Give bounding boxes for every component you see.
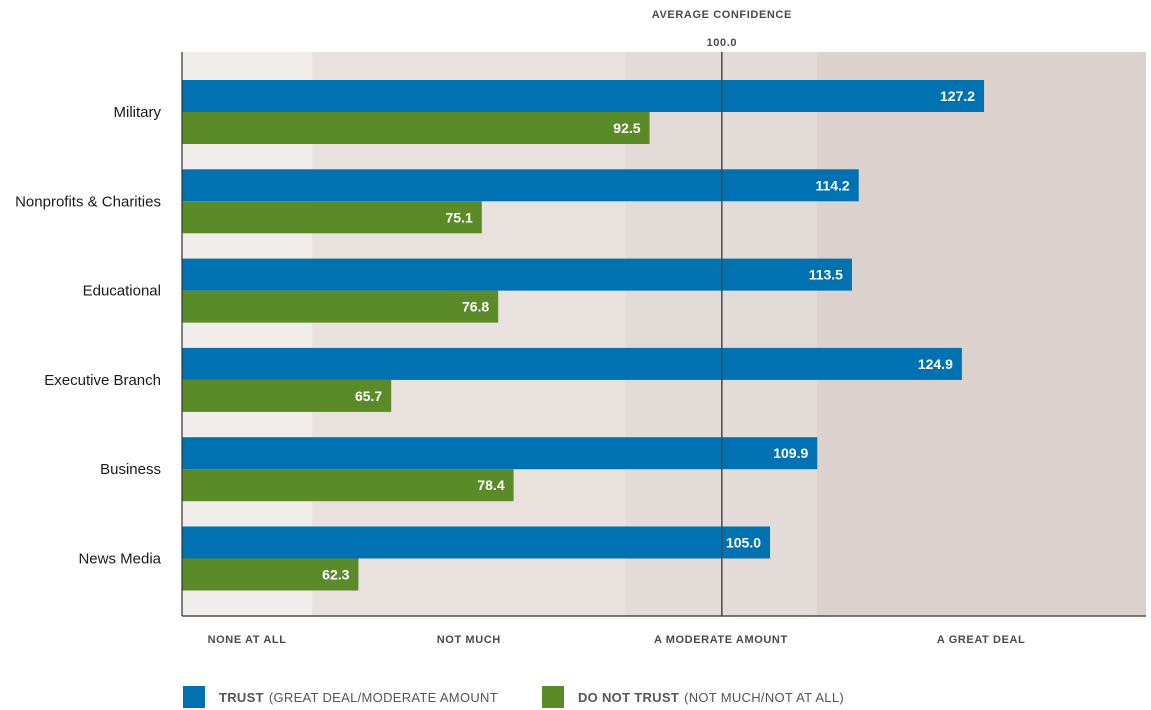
value-label-trust-4: 109.9 <box>773 445 808 461</box>
reference-line-title: AVERAGE CONFIDENCE <box>652 9 792 21</box>
bar-trust-1 <box>182 169 859 202</box>
value-label-distrust-5: 62.3 <box>322 567 349 583</box>
category-label-5: News Media <box>78 551 161 568</box>
bar-trust-4 <box>182 437 818 470</box>
value-label-distrust-4: 78.4 <box>477 477 504 493</box>
band-label-3: A GREAT DEAL <box>937 634 1025 646</box>
category-label-2: Educational <box>83 283 161 300</box>
value-label-distrust-1: 75.1 <box>446 209 473 225</box>
bar-trust-5 <box>182 526 771 559</box>
value-label-trust-5: 105.0 <box>726 535 761 551</box>
reference-line-value: 100.0 <box>707 37 738 49</box>
legend: TRUST (GREAT DEAL/MODERATE AMOUNT DO NOT… <box>183 686 888 708</box>
value-label-trust-1: 114.2 <box>815 177 849 193</box>
value-label-trust-2: 113.5 <box>809 267 843 283</box>
band-0 <box>182 52 313 616</box>
band-label-2: A MODERATE AMOUNT <box>654 634 788 646</box>
band-3 <box>816 52 1146 616</box>
category-label-1: Nonprofits & Charities <box>15 193 161 210</box>
value-labels: 127.2 92.5 114.2 75.1 113.5 76.8 124.9 65.7 109.… <box>322 88 975 583</box>
bar-trust-3 <box>182 347 962 380</box>
category-label-0: Military <box>114 104 162 121</box>
value-label-distrust-2: 76.8 <box>462 299 489 315</box>
band-2 <box>625 52 817 616</box>
legend-distrust-bold: DO NOT TRUST <box>577 689 680 705</box>
legend-trust-rest: (GREAT DEAL/MODERATE AMOUNT <box>268 689 498 705</box>
bar-trust-0 <box>182 80 985 112</box>
bar-distrust-4 <box>182 469 514 502</box>
legend-item-trust: TRUST (GREAT DEAL/MODERATE AMOUNT <box>183 686 498 708</box>
category-labels: Military Nonprofits & Charities Educationa… <box>15 104 162 568</box>
value-label-trust-0: 127.2 <box>940 88 975 104</box>
confidence-bar-chart: NONE AT ALL NOT MUCH A MODERATE AMOUNT A GR… <box>15 9 1146 646</box>
bar-distrust-2 <box>182 290 499 323</box>
bar-distrust-1 <box>182 201 482 234</box>
category-label-3: Executive Branch <box>44 372 161 389</box>
value-label-distrust-0: 92.5 <box>613 120 640 136</box>
band-1 <box>312 52 626 616</box>
legend-swatch-distrust <box>541 686 564 708</box>
legend-distrust-rest: (NOT MUCH/NOT AT ALL) <box>684 689 844 705</box>
bar-distrust-5 <box>182 558 359 591</box>
value-label-distrust-3: 65.7 <box>355 388 382 404</box>
legend-item-distrust: DO NOT TRUST (NOT MUCH/NOT AT ALL) <box>541 686 844 708</box>
legend-swatch-trust <box>183 686 205 708</box>
bar-distrust-3 <box>182 379 392 412</box>
band-backgrounds <box>182 52 1146 616</box>
band-label-1: NOT MUCH <box>437 634 501 646</box>
band-labels: NONE AT ALL NOT MUCH A MODERATE AMOUNT A GR… <box>208 634 1025 646</box>
value-label-trust-3: 124.9 <box>918 356 953 372</box>
band-label-0: NONE AT ALL <box>208 634 287 646</box>
category-label-4: Business <box>100 461 161 478</box>
legend-trust-bold: TRUST <box>219 689 264 705</box>
bar-distrust-0 <box>182 112 650 144</box>
bars <box>182 80 985 591</box>
bar-trust-2 <box>182 258 852 291</box>
